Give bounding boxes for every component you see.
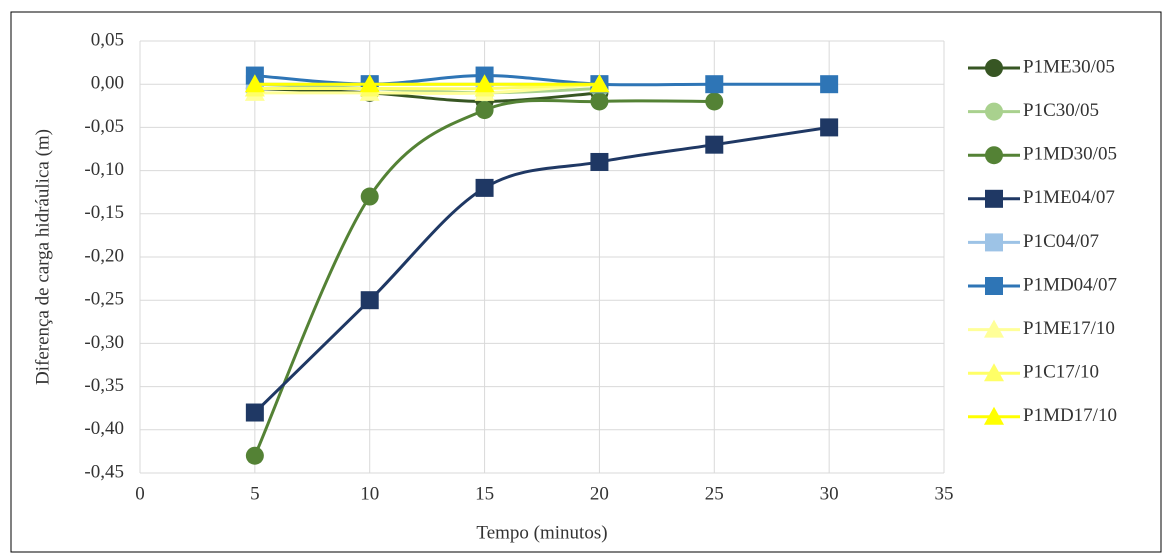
series-line <box>253 98 715 457</box>
marker <box>820 75 839 94</box>
y-tick-label: -0,45 <box>84 461 124 482</box>
y-tick-label: -0,15 <box>84 202 124 223</box>
y-tick-label: -0,20 <box>84 245 124 266</box>
marker <box>359 74 380 93</box>
y-tick-label: -0,10 <box>84 159 124 180</box>
y-tick-label: -0,30 <box>84 332 124 353</box>
legend-label: P1MD04/07 <box>1023 274 1117 295</box>
x-tick-label: 25 <box>705 483 724 504</box>
legend-marker <box>984 406 1004 425</box>
legend-marker <box>985 189 1003 208</box>
marker <box>360 291 379 310</box>
legend-label: P1ME04/07 <box>1023 187 1115 208</box>
legend-marker <box>985 233 1003 252</box>
legend-label: P1MD17/10 <box>1023 405 1117 426</box>
marker <box>590 92 609 111</box>
x-tick-label: 0 <box>135 483 145 504</box>
marker <box>245 403 264 422</box>
x-axis-label: Tempo (minutos) <box>476 522 607 543</box>
legend-label: P1C17/10 <box>1023 362 1099 383</box>
legend-marker <box>985 102 1003 121</box>
marker <box>705 75 724 94</box>
marker <box>360 187 379 206</box>
legend-marker <box>985 59 1003 77</box>
y-axis-label: Diferença de carga hidráulica (m) <box>32 129 53 385</box>
marker <box>474 74 495 93</box>
series-line <box>254 82 600 95</box>
marker <box>245 446 264 465</box>
x-tick-label: 20 <box>590 483 609 504</box>
legend-label: P1ME17/10 <box>1023 318 1115 339</box>
legend-marker <box>984 363 1004 382</box>
marker <box>589 74 610 93</box>
y-tick-label: -0,05 <box>84 116 124 137</box>
y-tick-label: -0,25 <box>84 289 124 310</box>
series-line <box>254 82 600 91</box>
x-tick-label: 10 <box>360 483 379 504</box>
x-tick-label: 30 <box>820 483 839 504</box>
marker <box>244 74 265 93</box>
legend-marker <box>985 146 1003 165</box>
x-tick-label: 5 <box>250 483 260 504</box>
x-tick-label: 15 <box>475 483 494 504</box>
y-tick-label: -0,40 <box>84 418 124 439</box>
legend-label: P1MD30/05 <box>1023 144 1117 165</box>
legend-marker <box>984 319 1004 338</box>
series-line <box>254 87 600 103</box>
series-line <box>254 82 600 95</box>
y-tick-label: 0,00 <box>91 73 124 94</box>
marker <box>820 118 839 137</box>
legend-label: P1C04/07 <box>1023 231 1099 252</box>
legend-marker <box>985 277 1003 295</box>
marker <box>590 152 609 171</box>
y-tick-label: 0,05 <box>91 29 124 50</box>
marker <box>705 135 724 154</box>
y-tick-label: -0,35 <box>84 375 124 396</box>
x-tick-label: 35 <box>935 483 954 504</box>
marker <box>475 101 494 120</box>
marker <box>475 178 494 197</box>
marker <box>705 92 724 111</box>
legend-label: P1C30/05 <box>1023 100 1099 121</box>
legend-label: P1ME30/05 <box>1023 56 1115 77</box>
